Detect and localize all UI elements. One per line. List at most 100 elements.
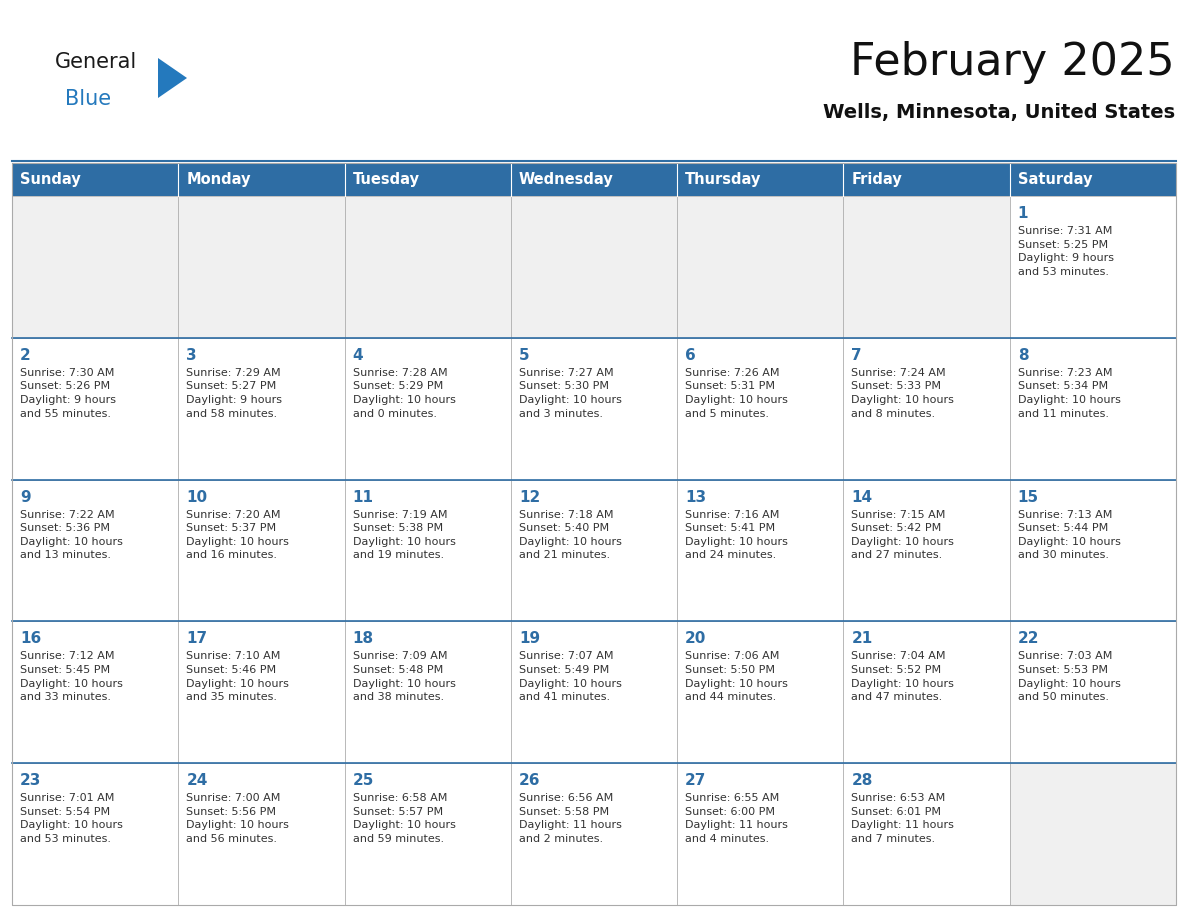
Text: 7: 7 — [852, 348, 862, 363]
Bar — [843, 338, 1010, 479]
Text: 26: 26 — [519, 773, 541, 789]
Bar — [677, 163, 843, 196]
Text: Sunrise: 7:10 AM
Sunset: 5:46 PM
Daylight: 10 hours
and 35 minutes.: Sunrise: 7:10 AM Sunset: 5:46 PM Dayligh… — [187, 652, 289, 702]
Bar — [178, 479, 345, 621]
Text: Wells, Minnesota, United States: Wells, Minnesota, United States — [823, 103, 1175, 122]
Polygon shape — [158, 58, 187, 98]
Bar — [677, 196, 843, 338]
Text: Sunrise: 7:04 AM
Sunset: 5:52 PM
Daylight: 10 hours
and 47 minutes.: Sunrise: 7:04 AM Sunset: 5:52 PM Dayligh… — [852, 652, 954, 702]
Bar — [843, 621, 1010, 763]
Text: Sunrise: 7:06 AM
Sunset: 5:50 PM
Daylight: 10 hours
and 44 minutes.: Sunrise: 7:06 AM Sunset: 5:50 PM Dayligh… — [685, 652, 788, 702]
Text: 18: 18 — [353, 632, 374, 646]
Text: 16: 16 — [20, 632, 42, 646]
Text: Sunday: Sunday — [20, 172, 81, 187]
Bar — [843, 163, 1010, 196]
Text: Sunrise: 7:07 AM
Sunset: 5:49 PM
Daylight: 10 hours
and 41 minutes.: Sunrise: 7:07 AM Sunset: 5:49 PM Dayligh… — [519, 652, 621, 702]
Text: 11: 11 — [353, 489, 373, 505]
Text: 14: 14 — [852, 489, 872, 505]
Bar — [843, 479, 1010, 621]
Text: Friday: Friday — [852, 172, 902, 187]
Bar — [345, 338, 511, 479]
Text: 1: 1 — [1018, 206, 1029, 221]
Text: 19: 19 — [519, 632, 541, 646]
Bar — [843, 763, 1010, 905]
Text: Sunrise: 7:20 AM
Sunset: 5:37 PM
Daylight: 10 hours
and 16 minutes.: Sunrise: 7:20 AM Sunset: 5:37 PM Dayligh… — [187, 509, 289, 560]
Text: Sunrise: 7:01 AM
Sunset: 5:54 PM
Daylight: 10 hours
and 53 minutes.: Sunrise: 7:01 AM Sunset: 5:54 PM Dayligh… — [20, 793, 122, 844]
Text: Sunrise: 7:09 AM
Sunset: 5:48 PM
Daylight: 10 hours
and 38 minutes.: Sunrise: 7:09 AM Sunset: 5:48 PM Dayligh… — [353, 652, 455, 702]
Text: 4: 4 — [353, 348, 364, 363]
Text: Sunrise: 7:19 AM
Sunset: 5:38 PM
Daylight: 10 hours
and 19 minutes.: Sunrise: 7:19 AM Sunset: 5:38 PM Dayligh… — [353, 509, 455, 560]
Text: Sunrise: 6:56 AM
Sunset: 5:58 PM
Daylight: 11 hours
and 2 minutes.: Sunrise: 6:56 AM Sunset: 5:58 PM Dayligh… — [519, 793, 621, 844]
Text: 3: 3 — [187, 348, 197, 363]
Bar — [178, 163, 345, 196]
Text: 9: 9 — [20, 489, 31, 505]
Text: 12: 12 — [519, 489, 541, 505]
Bar — [345, 763, 511, 905]
Bar — [178, 196, 345, 338]
Bar — [178, 338, 345, 479]
Text: Sunrise: 7:13 AM
Sunset: 5:44 PM
Daylight: 10 hours
and 30 minutes.: Sunrise: 7:13 AM Sunset: 5:44 PM Dayligh… — [1018, 509, 1120, 560]
Text: 24: 24 — [187, 773, 208, 789]
Bar — [12, 163, 1176, 905]
Text: Monday: Monday — [187, 172, 251, 187]
Bar — [178, 763, 345, 905]
Text: General: General — [55, 52, 138, 72]
Text: Sunrise: 7:16 AM
Sunset: 5:41 PM
Daylight: 10 hours
and 24 minutes.: Sunrise: 7:16 AM Sunset: 5:41 PM Dayligh… — [685, 509, 788, 560]
Text: February 2025: February 2025 — [851, 41, 1175, 84]
Bar — [511, 196, 677, 338]
Text: Sunrise: 7:23 AM
Sunset: 5:34 PM
Daylight: 10 hours
and 11 minutes.: Sunrise: 7:23 AM Sunset: 5:34 PM Dayligh… — [1018, 368, 1120, 419]
Text: Sunrise: 7:03 AM
Sunset: 5:53 PM
Daylight: 10 hours
and 50 minutes.: Sunrise: 7:03 AM Sunset: 5:53 PM Dayligh… — [1018, 652, 1120, 702]
Bar — [677, 479, 843, 621]
Text: Sunrise: 7:12 AM
Sunset: 5:45 PM
Daylight: 10 hours
and 33 minutes.: Sunrise: 7:12 AM Sunset: 5:45 PM Dayligh… — [20, 652, 122, 702]
Bar — [345, 163, 511, 196]
Text: 27: 27 — [685, 773, 707, 789]
Bar — [12, 338, 178, 479]
Bar — [178, 621, 345, 763]
Text: Saturday: Saturday — [1018, 172, 1092, 187]
Text: 8: 8 — [1018, 348, 1029, 363]
Bar — [511, 763, 677, 905]
Bar — [345, 621, 511, 763]
Text: 13: 13 — [685, 489, 707, 505]
Bar — [1010, 621, 1176, 763]
Text: 5: 5 — [519, 348, 530, 363]
Bar — [511, 479, 677, 621]
Bar — [677, 338, 843, 479]
Text: 10: 10 — [187, 489, 208, 505]
Text: Sunrise: 7:15 AM
Sunset: 5:42 PM
Daylight: 10 hours
and 27 minutes.: Sunrise: 7:15 AM Sunset: 5:42 PM Dayligh… — [852, 509, 954, 560]
Bar — [12, 479, 178, 621]
Text: Sunrise: 7:29 AM
Sunset: 5:27 PM
Daylight: 9 hours
and 58 minutes.: Sunrise: 7:29 AM Sunset: 5:27 PM Dayligh… — [187, 368, 283, 419]
Text: 15: 15 — [1018, 489, 1038, 505]
Text: Sunrise: 7:28 AM
Sunset: 5:29 PM
Daylight: 10 hours
and 0 minutes.: Sunrise: 7:28 AM Sunset: 5:29 PM Dayligh… — [353, 368, 455, 419]
Bar — [1010, 763, 1176, 905]
Text: 22: 22 — [1018, 632, 1040, 646]
Bar — [511, 338, 677, 479]
Text: Sunrise: 7:27 AM
Sunset: 5:30 PM
Daylight: 10 hours
and 3 minutes.: Sunrise: 7:27 AM Sunset: 5:30 PM Dayligh… — [519, 368, 621, 419]
Bar — [1010, 196, 1176, 338]
Text: Thursday: Thursday — [685, 172, 762, 187]
Bar — [511, 163, 677, 196]
Bar — [12, 763, 178, 905]
Bar — [843, 196, 1010, 338]
Text: 20: 20 — [685, 632, 707, 646]
Text: 2: 2 — [20, 348, 31, 363]
Text: Sunrise: 7:26 AM
Sunset: 5:31 PM
Daylight: 10 hours
and 5 minutes.: Sunrise: 7:26 AM Sunset: 5:31 PM Dayligh… — [685, 368, 788, 419]
Text: Sunrise: 7:31 AM
Sunset: 5:25 PM
Daylight: 9 hours
and 53 minutes.: Sunrise: 7:31 AM Sunset: 5:25 PM Dayligh… — [1018, 226, 1113, 277]
Bar — [12, 196, 178, 338]
Bar — [12, 163, 178, 196]
Text: Sunrise: 7:24 AM
Sunset: 5:33 PM
Daylight: 10 hours
and 8 minutes.: Sunrise: 7:24 AM Sunset: 5:33 PM Dayligh… — [852, 368, 954, 419]
Text: Sunrise: 7:00 AM
Sunset: 5:56 PM
Daylight: 10 hours
and 56 minutes.: Sunrise: 7:00 AM Sunset: 5:56 PM Dayligh… — [187, 793, 289, 844]
Bar — [1010, 338, 1176, 479]
Text: Sunrise: 7:18 AM
Sunset: 5:40 PM
Daylight: 10 hours
and 21 minutes.: Sunrise: 7:18 AM Sunset: 5:40 PM Dayligh… — [519, 509, 621, 560]
Bar — [1010, 163, 1176, 196]
Text: Sunrise: 6:58 AM
Sunset: 5:57 PM
Daylight: 10 hours
and 59 minutes.: Sunrise: 6:58 AM Sunset: 5:57 PM Dayligh… — [353, 793, 455, 844]
Text: Wednesday: Wednesday — [519, 172, 614, 187]
Text: 23: 23 — [20, 773, 42, 789]
Bar — [345, 196, 511, 338]
Text: Sunrise: 6:53 AM
Sunset: 6:01 PM
Daylight: 11 hours
and 7 minutes.: Sunrise: 6:53 AM Sunset: 6:01 PM Dayligh… — [852, 793, 954, 844]
Text: 25: 25 — [353, 773, 374, 789]
Text: Sunrise: 7:22 AM
Sunset: 5:36 PM
Daylight: 10 hours
and 13 minutes.: Sunrise: 7:22 AM Sunset: 5:36 PM Dayligh… — [20, 509, 122, 560]
Text: Blue: Blue — [65, 89, 112, 109]
Text: 21: 21 — [852, 632, 873, 646]
Text: Sunrise: 6:55 AM
Sunset: 6:00 PM
Daylight: 11 hours
and 4 minutes.: Sunrise: 6:55 AM Sunset: 6:00 PM Dayligh… — [685, 793, 788, 844]
